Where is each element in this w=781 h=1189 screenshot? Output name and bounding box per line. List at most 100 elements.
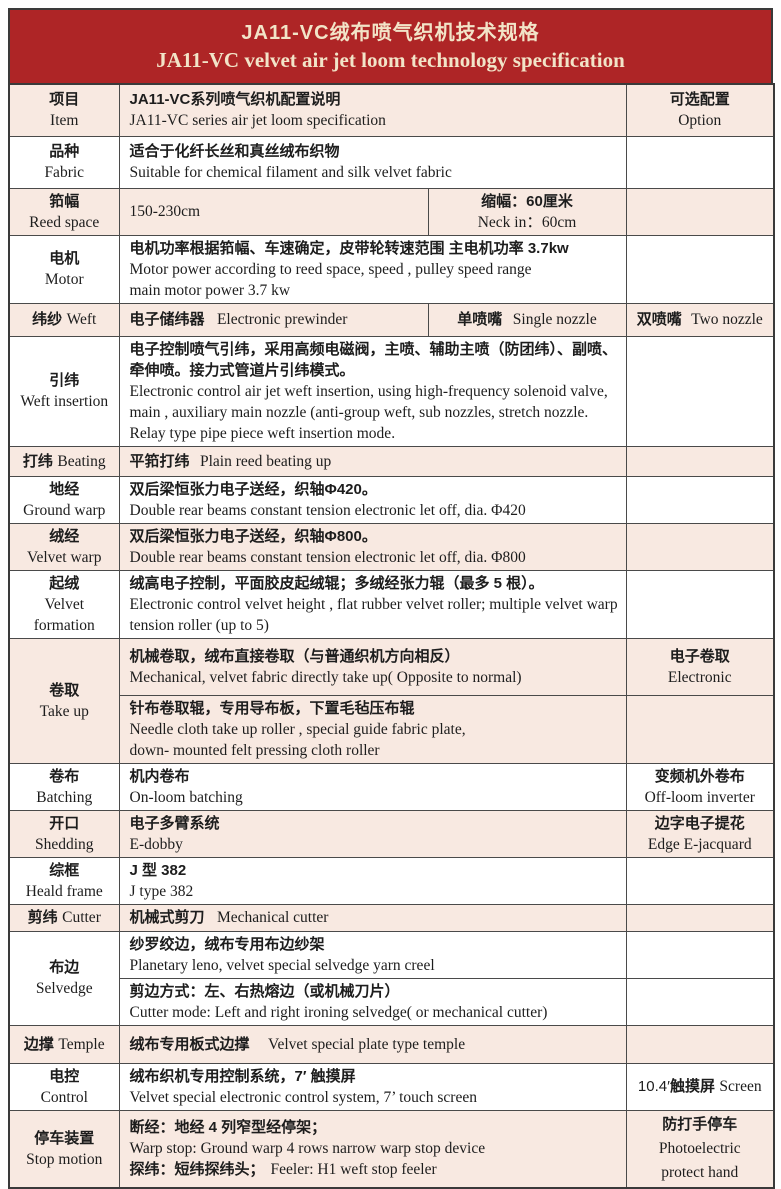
item-label-en: Take up [39, 702, 89, 720]
option-cell [625, 569, 775, 639]
desc-cell: 适合于化纤长丝和真丝绒布织物 Suitable for chemical fil… [118, 135, 627, 189]
desc-en: Needle cloth take up roller , special gu… [129, 720, 466, 738]
item-label-zh: 打纬 [22, 452, 53, 470]
desc-cell: 绒布织机专用控制系统，7′ 触摸屏 Velvet special electro… [118, 1062, 627, 1111]
desc-zh: 探纬：短纬探纬头； [129, 1161, 265, 1179]
desc-en: Planetary leno, velvet special selvedge … [129, 956, 435, 974]
row-batching: 卷布 Batching 机内卷布 On-loom batching 变频机外卷布… [8, 762, 775, 811]
item-label-zh: 纬纱 [32, 311, 63, 328]
desc-zh: 双后梁恒张力电子送经，织轴Φ420。 [129, 480, 377, 498]
desc-cell: 平筘打纬 Plain reed beating up [118, 445, 627, 477]
desc-zh: 机内卷布 [129, 767, 190, 785]
desc-en: JA11-VC series air jet loom specificatio… [129, 112, 386, 130]
desc-zh: 绒高电子控制，平面胶皮起绒辊；多绒经张力辊（最多 5 根）。 [129, 574, 544, 592]
item-label-zh: 绒经 [49, 527, 80, 545]
item-cell: 电机 Motor [8, 234, 120, 304]
row-selvedge-2: 剪边方式：左、右热熔边（或机械刀片） Cutter mode: Left and… [9, 977, 775, 1026]
desc-zh: JA11-VC系列喷气织机配置说明 [129, 91, 341, 109]
desc-cell: 绒布专用板式边撑 Velvet special plate type templ… [118, 1024, 627, 1064]
row-beating: 打纬 Beating 平筘打纬 Plain reed beating up [8, 445, 775, 477]
item-label-zh: 项目 [49, 91, 80, 109]
option-cell: 可选配置 Option [625, 83, 775, 137]
desc-cell: 机内卷布 On-loom batching [118, 762, 627, 811]
item-cell: 项目 Item [8, 83, 120, 137]
item-cell: 开口 Shedding [8, 809, 120, 858]
row-shedding: 开口 Shedding 电子多臂系统 E-dobby 边字电子提花 Edge E… [8, 809, 775, 858]
option-zh: 防打手停车 [662, 1115, 738, 1133]
desc-cell: 电子储纬器 Electronic prewinder [118, 302, 429, 337]
option-screen-size: 10.4′ [637, 1078, 670, 1095]
row-fabric: 品种 Fabric 适合于化纤长丝和真丝绒布织物 Suitable for ch… [8, 135, 775, 189]
desc-cell: 剪边方式：左、右热熔边（或机械刀片） Cutter mode: Left and… [118, 977, 627, 1026]
desc-zh: 断经：地经 4 列窄型经停架； [129, 1119, 327, 1137]
row-take-up-1: 卷取 Take up 机械卷取，绒布直接卷取（与普通织机方向相反） Mechan… [8, 637, 775, 764]
item-cell: 卷布 Batching [8, 762, 120, 811]
row-ground-warp: 地经 Ground warp 双后梁恒张力电子送经，织轴Φ420。 Double… [8, 475, 775, 524]
row-weft: 纬纱 Weft 电子储纬器 Electronic prewinder 单喷嘴 S… [8, 302, 775, 337]
option-en: Off-loom inverter [644, 788, 755, 806]
row-temple: 边撑 Temple 绒布专用板式边撑 Velvet special plate … [8, 1024, 775, 1064]
item-label-en: Stop motion [26, 1150, 103, 1168]
desc-en: Mechanical, velvet fabric directly take … [129, 668, 522, 686]
item-label-en: Weft [66, 311, 97, 328]
item-cell: 筘幅 Reed space [8, 187, 120, 236]
option-en: protect hand [661, 1163, 739, 1181]
desc-zh: 双后梁恒张力电子送经，织轴Φ800。 [129, 527, 377, 545]
item-label-zh: 电控 [49, 1067, 80, 1085]
row-item: 项目 Item JA11-VC系列喷气织机配置说明 JA11-VC series… [8, 83, 775, 137]
option-zh: 电子卷取 [669, 647, 730, 665]
desc-en: Electronic prewinder [216, 311, 348, 328]
desc-zh: 电子控制喷气引纬，采用高频电磁阀，主喷、辅助主喷（防团纬）、副喷、牵伸喷。接力式… [129, 340, 618, 379]
item-label-zh: 起绒 [49, 574, 80, 592]
desc-en: Feeler: H1 weft stop feeler [270, 1161, 437, 1179]
option-cell [625, 135, 775, 189]
option-zh: 边字电子提花 [654, 814, 745, 832]
desc-cell: 电子控制喷气引纬，采用高频电磁阀，主喷、辅助主喷（防团纬）、副喷、牵伸喷。接力式… [118, 335, 627, 447]
item-label-en: Weft insertion [20, 393, 109, 410]
header-banner: JA11-VC绒布喷气织机技术规格 JA11-VC velvet air jet… [8, 8, 773, 83]
desc-cell: 针布卷取辊，专用导布板，下置毛毡压布辊 Needle cloth take up… [118, 694, 627, 764]
desc-zh: 电机功率根据筘幅、车速确定，皮带轮转速范围 主电机功率 3.7kw [129, 239, 569, 257]
desc-zh: 平筘打纬 [129, 452, 190, 470]
item-cell: 电控 Control [8, 1062, 120, 1111]
item-label-en: Item [50, 112, 79, 130]
desc-en: Plain reed beating up [199, 452, 332, 470]
option-cell [625, 903, 775, 932]
option-cell [625, 187, 775, 236]
row-motor: 电机 Motor 电机功率根据筘幅、车速确定，皮带轮转速范围 主电机功率 3.7… [8, 234, 775, 304]
desc-en: Cutter mode: Left and right ironing selv… [129, 1003, 548, 1021]
option-cell: 10.4′触摸屏 Screen [625, 1062, 775, 1111]
option-cell: 变频机外卷布 Off-loom inverter [625, 762, 775, 811]
row-control: 电控 Control 绒布织机专用控制系统，7′ 触摸屏 Velvet spec… [8, 1062, 775, 1111]
item-cell: 卷取 Take up [8, 637, 120, 764]
option-en: Option [678, 112, 722, 130]
option-cell [625, 930, 775, 979]
single-nozzle-cell: 单喷嘴 Single nozzle [427, 302, 627, 337]
desc-cell: J 型 382 J type 382 [118, 856, 627, 905]
neck-in-cell: 缩幅：60厘米 Neck in：60cm [427, 187, 627, 236]
desc-zh: 剪边方式：左、右热熔边（或机械刀片） [129, 982, 400, 1000]
item-cell: 剪纬 Cutter [8, 903, 120, 932]
item-label-en: Ground warp [23, 501, 106, 519]
row-reed-space: 筘幅 Reed space 150-230cm 缩幅：60厘米 Neck in：… [8, 187, 775, 236]
desc-cell: 机械卷取，绒布直接卷取（与普通织机方向相反） Mechanical, velve… [118, 637, 627, 696]
item-cell: 地经 Ground warp [8, 475, 120, 524]
desc-zh: 纱罗绞边，绒布专用布边纱架 [129, 935, 325, 953]
item-label-zh: 地经 [49, 480, 80, 498]
option-en: Photoelectric [658, 1139, 741, 1157]
desc-en: Double rear beams constant tension elect… [129, 548, 526, 566]
desc-en: Warp stop: Ground warp 4 rows narrow war… [129, 1140, 486, 1158]
row-velvet-warp: 绒经 Velvet warp 双后梁恒张力电子送经，织轴Φ800。 Double… [8, 522, 775, 571]
option-zh: 双喷嘴 [636, 311, 682, 328]
option-cell: 电子卷取 Electronic [625, 637, 775, 696]
item-label-en: Heald frame [25, 882, 103, 900]
desc-en: main motor power 3.7 kw [129, 281, 291, 299]
desc-cell: 双后梁恒张力电子送经，织轴Φ420。 Double rear beams con… [118, 475, 627, 524]
desc-zh: 机械式剪刀 [129, 909, 205, 926]
item-label-en: Motor [44, 271, 84, 288]
desc-cell: 150-230cm [118, 187, 429, 236]
option-en: Electronic [667, 668, 732, 686]
item-label-zh: 剪纬 [27, 909, 58, 926]
desc-zh: 针布卷取辊，专用导布板，下置毛毡压布辊 [129, 699, 415, 717]
item-label-en: Velvet formation [33, 595, 95, 634]
